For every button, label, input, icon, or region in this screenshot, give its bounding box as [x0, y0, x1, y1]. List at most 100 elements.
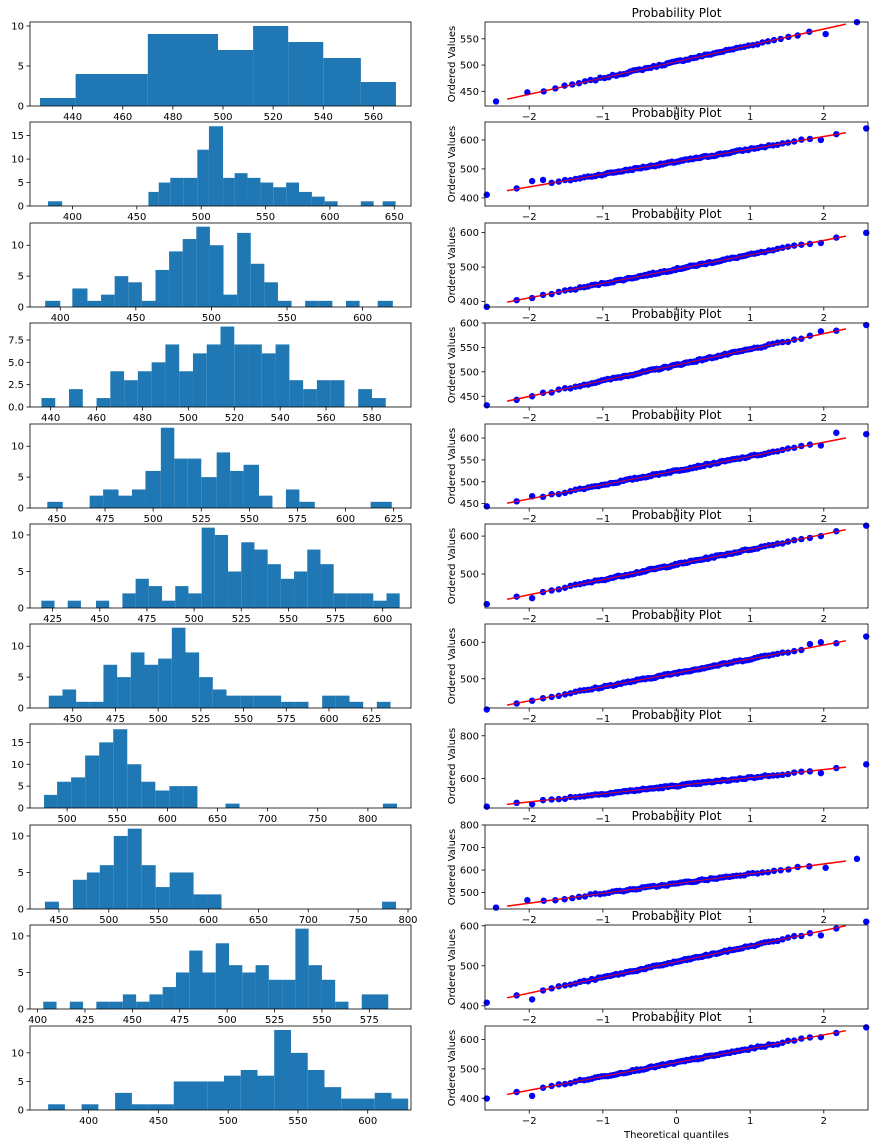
x-tick-label: −1: [595, 1015, 610, 1026]
x-tick-label: 500: [179, 413, 198, 424]
x-tick-label: 550: [279, 614, 298, 625]
histogram-bar: [281, 701, 295, 708]
qq-point: [555, 983, 562, 990]
y-tick-label: 500: [460, 61, 479, 72]
histogram-bar: [294, 571, 308, 608]
x-tick-label: 480: [133, 413, 152, 424]
histogram-panel: 450 500 550 600 650 700 750 800 0 5 10: [11, 824, 418, 926]
qq-point: [528, 1092, 536, 1100]
histogram-bar: [234, 344, 249, 407]
x-tick-label: 580: [362, 413, 381, 424]
x-tick-label: 1: [747, 212, 753, 223]
histogram-bar: [361, 994, 375, 1009]
qq-point: [798, 442, 805, 450]
probability-plot-panel: −2 −1 0 1 2 500 600 700 800 Probability Plot Order…: [447, 809, 869, 926]
histogram-panel: 425 450 475 500 525 550 575 600 0 5 10: [11, 523, 412, 625]
y-tick-label: 550: [460, 343, 479, 354]
histogram-bar: [217, 50, 254, 106]
y-tick-label: 700: [460, 843, 479, 854]
qq-point: [754, 870, 761, 877]
x-tick-label: 2: [821, 413, 827, 424]
y-tick-label: 500: [460, 961, 479, 972]
x-tick-label: 1: [747, 514, 753, 525]
x-tick-label: 0: [673, 413, 679, 424]
x-tick-label: 475: [137, 614, 156, 625]
y-tick-label: 0: [18, 303, 24, 314]
histogram-bar: [290, 1052, 308, 1110]
histogram-bar: [311, 196, 325, 206]
histogram-bar: [47, 501, 63, 508]
histogram-bar: [43, 1001, 57, 1009]
y-tick-label: 5: [18, 782, 24, 793]
qq-point: [483, 803, 490, 810]
qq-point: [561, 795, 569, 802]
x-tick-label: −2: [522, 614, 537, 625]
x-tick-label: 2: [821, 112, 827, 123]
qq-point: [791, 932, 798, 940]
histogram-bar: [247, 177, 261, 206]
x-tick-label: 600: [373, 614, 392, 625]
x-tick-label: 450: [49, 915, 68, 926]
histogram-bar: [183, 786, 198, 808]
histogram-bar: [280, 578, 295, 608]
plot-title: Probability Plot: [632, 608, 722, 622]
x-tick-label: 525: [192, 514, 211, 525]
histogram-bar: [103, 489, 119, 508]
histogram-bar: [206, 344, 221, 407]
histogram-bar: [307, 549, 321, 608]
histogram-bar: [261, 353, 276, 407]
y-axis-label: Ordered Values: [447, 126, 458, 203]
histogram-bar: [174, 458, 188, 508]
histogram-bar: [358, 389, 372, 407]
y-tick-label: 0: [18, 202, 24, 213]
histogram-bar: [87, 300, 102, 307]
histogram-bar: [360, 82, 396, 106]
histogram-bar: [96, 398, 111, 407]
x-tick-label: 440: [63, 112, 82, 123]
fit-line-overlay: [506, 925, 847, 999]
plot-title: Probability Plot: [632, 106, 722, 120]
x-tick-label: 425: [75, 1015, 94, 1026]
histogram-bar: [305, 300, 319, 307]
x-tick-label: −2: [522, 1015, 537, 1026]
probability-plot-panel: −2 −1 0 1 2 450 500 550 600 Probability Plot Order…: [447, 408, 870, 525]
histogram-bar: [382, 201, 396, 206]
histogram-bar: [225, 803, 240, 808]
y-axis-label: Ordered Values: [447, 26, 458, 103]
x-tick-label: −1: [595, 614, 610, 625]
histogram-bar: [377, 300, 393, 307]
y-tick-label: 600: [460, 921, 479, 932]
histogram-bar: [234, 173, 248, 206]
histogram-bar: [196, 226, 210, 307]
histogram-bar: [349, 701, 364, 708]
x-tick-label: 500: [219, 1116, 238, 1127]
x-tick-label: 1: [747, 614, 753, 625]
histogram-bar: [294, 701, 309, 708]
x-tick-label: −1: [595, 1116, 610, 1127]
qq-point: [779, 771, 786, 779]
histogram-bar: [303, 389, 317, 407]
y-tick-label: 450: [460, 499, 479, 510]
x-tick-label: 0: [673, 212, 679, 223]
y-tick-label: 0: [18, 804, 24, 815]
histogram-bar: [193, 894, 208, 909]
x-tick-label: 500: [58, 814, 77, 825]
histogram-bar: [89, 701, 104, 708]
histogram-bar: [250, 263, 265, 307]
x-tick-label: 500: [218, 1015, 237, 1026]
plot-title: Probability Plot: [632, 408, 722, 422]
histogram-bar: [230, 470, 244, 508]
histogram-bar: [386, 593, 400, 608]
probability-plot-panel: −2 −1 0 1 2 450 500 550 600 Probability Plot Order…: [447, 307, 870, 424]
histogram-bar: [308, 965, 322, 1009]
x-tick-label: −2: [522, 313, 537, 324]
y-axis-label: Ordered Values: [447, 1030, 458, 1107]
histogram-bar: [131, 489, 146, 508]
x-tick-label: 600: [158, 814, 177, 825]
y-tick-label: 500: [460, 569, 479, 580]
histogram-bar: [253, 695, 268, 708]
histogram-bar: [371, 398, 386, 407]
qq-point: [483, 600, 490, 608]
histogram-bar: [136, 1001, 150, 1009]
